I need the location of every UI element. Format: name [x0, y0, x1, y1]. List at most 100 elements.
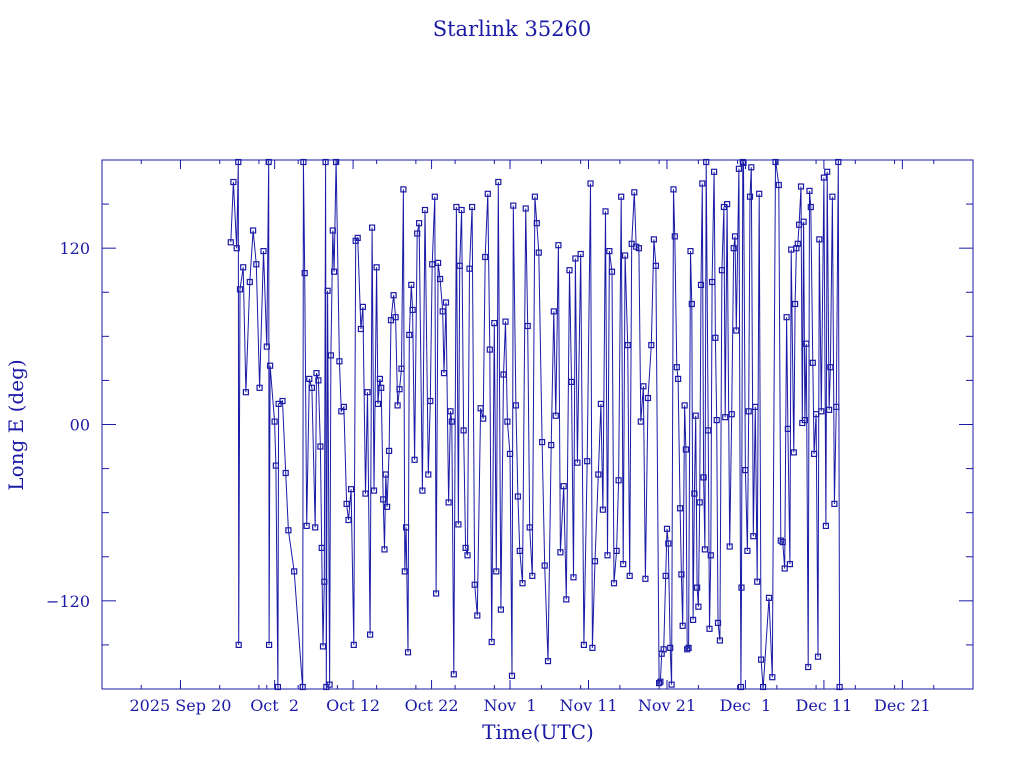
- chart-title: Starlink 35260: [433, 17, 592, 41]
- data-point: [246, 278, 253, 286]
- data-point: [591, 558, 599, 565]
- data-point: [615, 477, 622, 484]
- data-point: [626, 572, 633, 580]
- data-point: [730, 245, 737, 252]
- data-point: [696, 499, 703, 506]
- data-point: [699, 180, 706, 187]
- data-point: [233, 245, 240, 252]
- data-point: [723, 201, 731, 208]
- data-point: [416, 220, 423, 227]
- data-point: [431, 193, 438, 200]
- data-point: [502, 318, 509, 325]
- data-point: [695, 603, 702, 610]
- data-point: [739, 158, 746, 166]
- x-tick-label: Nov 11: [559, 696, 617, 715]
- data-point: [655, 679, 663, 687]
- data-point: [765, 594, 773, 602]
- data-point: [396, 386, 403, 393]
- data-point: [471, 581, 478, 588]
- data-point: [486, 346, 493, 353]
- data-point: [414, 230, 421, 237]
- data-point: [318, 544, 325, 552]
- data-point: [266, 641, 273, 649]
- data-point: [458, 206, 465, 214]
- data-point: [555, 242, 562, 249]
- data-point: [587, 180, 594, 187]
- data-point: [285, 527, 292, 534]
- data-point: [319, 643, 327, 650]
- data-point: [401, 568, 408, 575]
- data-point: [710, 168, 718, 175]
- data-point: [560, 483, 567, 490]
- data-point: [235, 641, 242, 649]
- data-point: [595, 471, 602, 478]
- data-point: [256, 384, 263, 391]
- data-point: [274, 683, 281, 691]
- data-point: [227, 239, 234, 246]
- data-point: [772, 158, 779, 166]
- data-point: [757, 656, 765, 663]
- data-point: [652, 262, 660, 269]
- data-point: [374, 400, 381, 407]
- data-point: [345, 516, 352, 524]
- data-series: [227, 158, 843, 691]
- data-point: [759, 683, 767, 691]
- data-point: [599, 506, 607, 513]
- data-point: [279, 397, 286, 405]
- data-point: [809, 359, 816, 366]
- data-point: [403, 524, 410, 531]
- data-point: [466, 265, 473, 272]
- y-tick-label: 120: [59, 239, 90, 258]
- x-tick-label: 2025 Sep 20: [130, 696, 232, 715]
- data-point: [447, 408, 454, 415]
- data-point: [533, 220, 540, 227]
- data-point: [510, 202, 517, 209]
- data-point: [260, 248, 267, 255]
- data-point: [506, 450, 514, 457]
- data-point: [624, 342, 631, 349]
- data-point: [740, 159, 747, 166]
- data-point: [589, 644, 596, 652]
- data-point: [386, 447, 393, 454]
- data-point: [705, 427, 712, 434]
- data-point: [271, 418, 278, 425]
- data-point: [703, 158, 710, 166]
- data-point: [708, 278, 716, 286]
- data-point: [236, 286, 244, 293]
- data-point: [455, 521, 462, 528]
- data-point: [315, 377, 322, 384]
- data-point: [495, 178, 502, 186]
- data-point: [756, 190, 763, 197]
- data-point: [572, 255, 579, 262]
- data-point: [340, 403, 347, 410]
- data-point: [746, 193, 754, 200]
- data-point: [827, 364, 834, 371]
- data-point: [731, 233, 739, 240]
- data-point: [380, 496, 387, 503]
- data-point: [742, 467, 749, 474]
- data-point: [408, 281, 415, 288]
- data-point: [803, 340, 810, 347]
- data-point: [348, 486, 355, 493]
- data-point: [370, 487, 378, 494]
- data-point: [806, 187, 813, 194]
- data-point: [267, 362, 274, 369]
- data-point: [263, 343, 270, 350]
- data-point: [750, 533, 757, 540]
- data-point: [713, 417, 720, 424]
- data-point: [350, 641, 357, 649]
- data-point: [563, 596, 570, 603]
- data-point: [810, 450, 818, 457]
- data-point: [644, 394, 652, 402]
- data-point: [797, 183, 805, 190]
- data-point: [508, 672, 516, 679]
- data-point: [313, 370, 320, 377]
- data-point: [606, 248, 613, 255]
- data-point: [439, 308, 446, 315]
- data-point: [688, 300, 695, 308]
- data-point: [640, 383, 647, 390]
- data-point: [577, 250, 584, 258]
- y-tick-label: 00: [70, 416, 90, 435]
- data-point: [642, 575, 649, 582]
- data-point: [448, 418, 455, 425]
